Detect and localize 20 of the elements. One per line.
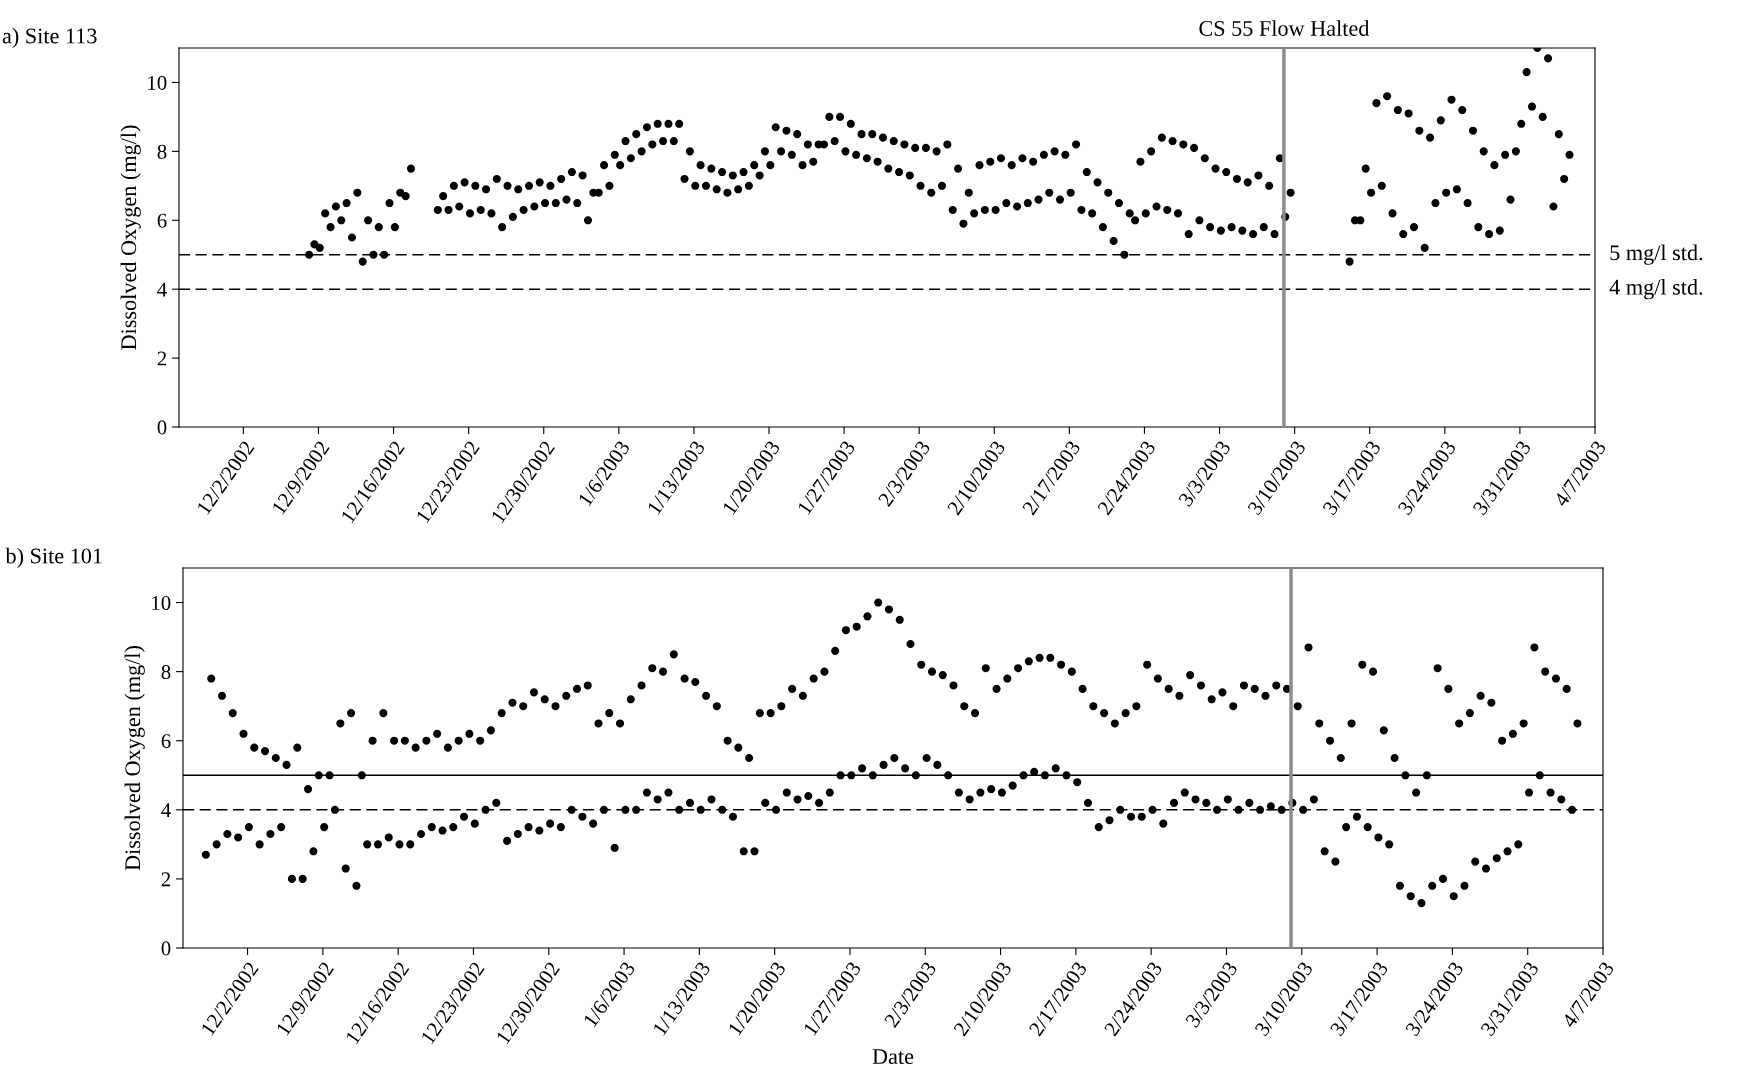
y-axis-title: Dissolved Oxygen (mg/l) (124, 646, 145, 871)
y-tick-label: 10 (152, 595, 171, 610)
x-axis-title: Date (872, 1049, 914, 1065)
ref-line-label: 5 mg/l std. (1610, 244, 1703, 265)
ref-line-label: 4 mg/l std. (1609, 279, 1703, 300)
y-tick-label: 0 (157, 420, 167, 435)
chart-title: b) Site 101 (5, 547, 102, 568)
y-axis-title: Dissolved Oxygen (mg/l) (120, 125, 141, 350)
y-tick-label: 10 (148, 75, 167, 90)
ref-line-label: CS 55 Flow Halted (1199, 20, 1370, 36)
y-tick-label: 2 (161, 872, 171, 887)
y-tick-label: 4 (157, 282, 167, 297)
y-tick-label: 8 (161, 665, 171, 680)
chart-title: a) Site 113 (2, 27, 97, 48)
y-tick-label: 4 (161, 803, 171, 818)
y-tick-label: 8 (157, 144, 167, 159)
y-tick-label: 6 (157, 213, 167, 228)
y-tick-label: 6 (161, 734, 171, 749)
y-tick-label: 0 (161, 941, 171, 956)
y-tick-label: 2 (157, 351, 167, 366)
